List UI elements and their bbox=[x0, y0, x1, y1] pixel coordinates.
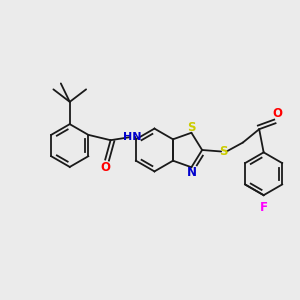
Text: HN: HN bbox=[123, 132, 141, 142]
Text: S: S bbox=[187, 121, 196, 134]
Text: S: S bbox=[219, 145, 228, 158]
Text: O: O bbox=[100, 161, 110, 174]
Text: F: F bbox=[260, 200, 268, 214]
Text: O: O bbox=[272, 107, 282, 120]
Text: N: N bbox=[187, 166, 197, 179]
